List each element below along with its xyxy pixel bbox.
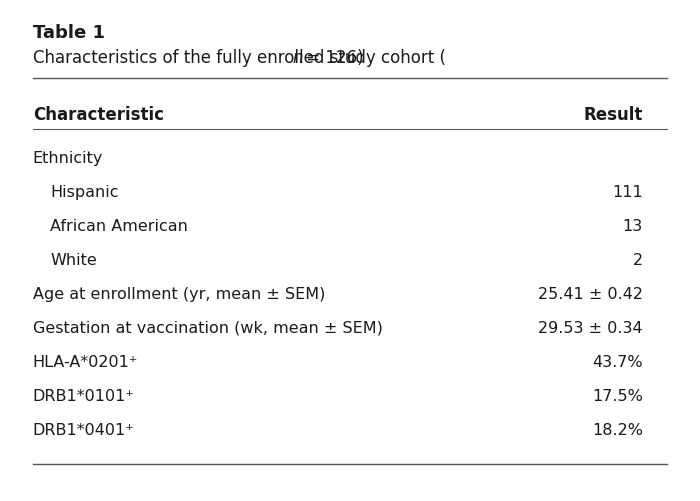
Text: Gestation at vaccination (wk, mean ± SEM): Gestation at vaccination (wk, mean ± SEM… [33,320,383,335]
Text: African American: African American [50,218,188,233]
Text: 25.41 ± 0.42: 25.41 ± 0.42 [538,287,643,301]
Text: Characteristic: Characteristic [33,106,164,124]
Text: Age at enrollment (yr, mean ± SEM): Age at enrollment (yr, mean ± SEM) [33,287,325,301]
Text: n: n [292,49,302,67]
Text: Table 1: Table 1 [33,24,105,42]
Text: DRB1*0101⁺: DRB1*0101⁺ [33,388,134,403]
Text: 2: 2 [633,253,643,268]
Text: Hispanic: Hispanic [50,185,119,200]
Text: Characteristics of the fully enrolled study cohort (: Characteristics of the fully enrolled st… [33,49,446,67]
Text: 29.53 ± 0.34: 29.53 ± 0.34 [538,320,643,335]
Text: Result: Result [584,106,643,124]
Text: 13: 13 [622,218,643,233]
Text: 111: 111 [612,185,643,200]
Text: = 126): = 126) [301,49,364,67]
Text: 18.2%: 18.2% [592,422,643,437]
Text: HLA-A*0201⁺: HLA-A*0201⁺ [33,354,138,369]
Text: 43.7%: 43.7% [592,354,643,369]
Text: DRB1*0401⁺: DRB1*0401⁺ [33,422,134,437]
Text: 17.5%: 17.5% [592,388,643,403]
Text: White: White [50,253,97,268]
Text: Ethnicity: Ethnicity [33,151,103,166]
